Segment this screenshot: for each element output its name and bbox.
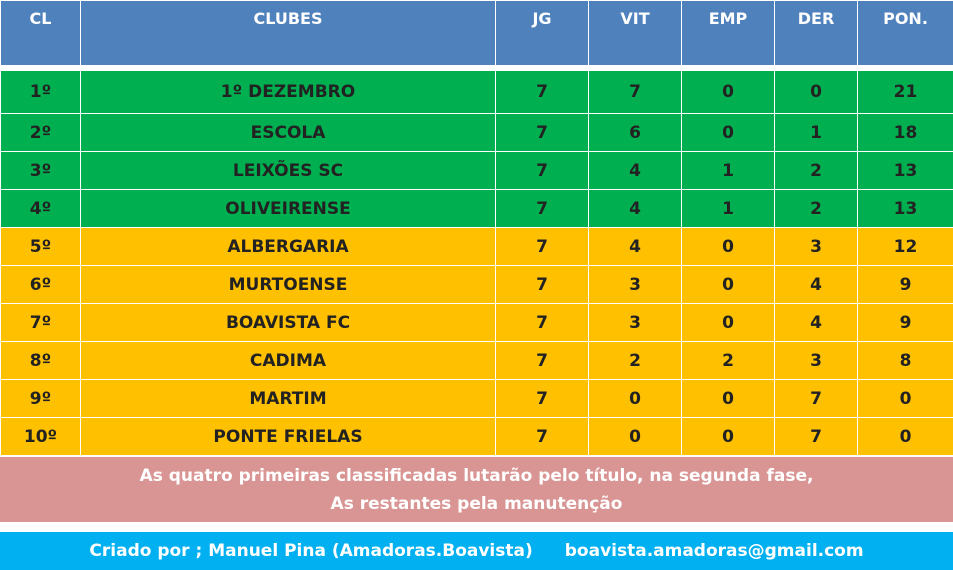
cell-jg: 7 [495, 70, 589, 114]
col-header-clubes: CLUBES [80, 0, 496, 66]
cell-club: MURTOENSE [80, 265, 496, 304]
cell-vit: 6 [588, 113, 682, 152]
cell-der: 7 [774, 379, 858, 418]
cell-vit: 3 [588, 303, 682, 342]
cell-pon: 0 [857, 417, 953, 456]
cell-pon: 13 [857, 151, 953, 190]
cell-vit: 4 [588, 189, 682, 228]
cell-jg: 7 [495, 227, 589, 266]
cell-jg: 7 [495, 189, 589, 228]
cell-der: 4 [774, 265, 858, 304]
cell-vit: 7 [588, 70, 682, 114]
col-header-pon: PON. [857, 0, 953, 66]
table-row: 4º OLIVEIRENSE 7 4 1 2 13 [0, 189, 953, 228]
header-gap [0, 65, 953, 71]
gap-cell [0, 65, 953, 71]
table-row: 9º MARTIM 7 0 0 7 0 [0, 379, 953, 418]
standings-table: CL CLUBES JG VIT EMP DER PON. 1º 1º DEZEM… [0, 0, 953, 456]
cell-vit: 0 [588, 379, 682, 418]
cell-emp: 0 [681, 70, 775, 114]
cell-club: MARTIM [80, 379, 496, 418]
credit-banner: Criado por ; Manuel Pina (Amadoras.Boavi… [0, 532, 953, 570]
cell-pon: 21 [857, 70, 953, 114]
cell-club: BOAVISTA FC [80, 303, 496, 342]
table-row: 7º BOAVISTA FC 7 3 0 4 9 [0, 303, 953, 342]
cell-cl: 10º [0, 417, 81, 456]
cell-emp: 0 [681, 417, 775, 456]
cell-der: 3 [774, 341, 858, 380]
cell-jg: 7 [495, 113, 589, 152]
cell-der: 2 [774, 189, 858, 228]
cell-pon: 9 [857, 303, 953, 342]
cell-jg: 7 [495, 379, 589, 418]
cell-cl: 8º [0, 341, 81, 380]
cell-pon: 13 [857, 189, 953, 228]
cell-pon: 8 [857, 341, 953, 380]
cell-emp: 2 [681, 341, 775, 380]
cell-pon: 12 [857, 227, 953, 266]
cell-cl: 4º [0, 189, 81, 228]
cell-jg: 7 [495, 341, 589, 380]
cell-vit: 0 [588, 417, 682, 456]
credit-author: Criado por ; Manuel Pina (Amadoras.Boavi… [89, 541, 533, 561]
cell-cl: 3º [0, 151, 81, 190]
table-row: 3º LEIXÕES SC 7 4 1 2 13 [0, 151, 953, 190]
cell-emp: 0 [681, 227, 775, 266]
cell-pon: 18 [857, 113, 953, 152]
cell-cl: 5º [0, 227, 81, 266]
cell-emp: 1 [681, 189, 775, 228]
cell-emp: 0 [681, 265, 775, 304]
cell-vit: 4 [588, 227, 682, 266]
cell-cl: 6º [0, 265, 81, 304]
cell-der: 2 [774, 151, 858, 190]
cell-cl: 7º [0, 303, 81, 342]
cell-club: ESCOLA [80, 113, 496, 152]
cell-jg: 7 [495, 151, 589, 190]
cell-emp: 0 [681, 303, 775, 342]
cell-pon: 9 [857, 265, 953, 304]
cell-club: LEIXÕES SC [80, 151, 496, 190]
col-header-cl: CL [0, 0, 81, 66]
cell-vit: 4 [588, 151, 682, 190]
cell-jg: 7 [495, 265, 589, 304]
cell-emp: 0 [681, 379, 775, 418]
header-row: CL CLUBES JG VIT EMP DER PON. [0, 0, 953, 66]
cell-der: 7 [774, 417, 858, 456]
cell-der: 1 [774, 113, 858, 152]
note-line-2: As restantes pela manutenção [330, 493, 623, 514]
cell-der: 3 [774, 227, 858, 266]
cell-cl: 1º [0, 70, 81, 114]
cell-club: PONTE FRIELAS [80, 417, 496, 456]
cell-club: 1º DEZEMBRO [80, 70, 496, 114]
table-row: 5º ALBERGARIA 7 4 0 3 12 [0, 227, 953, 266]
cell-jg: 7 [495, 303, 589, 342]
cell-vit: 3 [588, 265, 682, 304]
col-header-jg: JG [495, 0, 589, 66]
table-row: 1º 1º DEZEMBRO 7 7 0 0 21 [0, 70, 953, 114]
cell-cl: 2º [0, 113, 81, 152]
cell-jg: 7 [495, 417, 589, 456]
cell-cl: 9º [0, 379, 81, 418]
cell-vit: 2 [588, 341, 682, 380]
table-row: 8º CADIMA 7 2 2 3 8 [0, 341, 953, 380]
cell-der: 4 [774, 303, 858, 342]
table-row: 10º PONTE FRIELAS 7 0 0 7 0 [0, 417, 953, 456]
note-banner: As quatro primeiras classificadas lutarã… [0, 457, 953, 522]
cell-club: ALBERGARIA [80, 227, 496, 266]
standings-body: 1º 1º DEZEMBRO 7 7 0 0 21 2º ESCOLA 7 6 0 1 18 3º LEIXÕ… [0, 65, 953, 456]
cell-club: OLIVEIRENSE [80, 189, 496, 228]
cell-emp: 0 [681, 113, 775, 152]
note-line-1: As quatro primeiras classificadas lutarã… [139, 465, 814, 486]
cell-club: CADIMA [80, 341, 496, 380]
cell-der: 0 [774, 70, 858, 114]
cell-pon: 0 [857, 379, 953, 418]
table-row: 6º MURTOENSE 7 3 0 4 9 [0, 265, 953, 304]
cell-emp: 1 [681, 151, 775, 190]
col-header-emp: EMP [681, 0, 775, 66]
col-header-der: DER [774, 0, 858, 66]
credit-email: boavista.amadoras@gmail.com [564, 541, 864, 561]
table-row: 2º ESCOLA 7 6 0 1 18 [0, 113, 953, 152]
col-header-vit: VIT [588, 0, 682, 66]
